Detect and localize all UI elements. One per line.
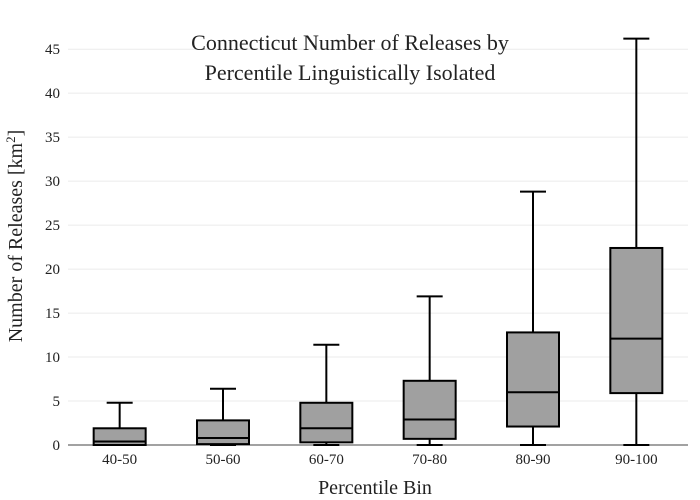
box-50-60 (196, 387, 250, 446)
gridlines (68, 48, 688, 402)
box-70-80 (402, 295, 457, 446)
y-axis-title-suffix: ] (5, 130, 27, 137)
x-tick-label: 70-80 (412, 452, 447, 468)
y-tick-label: 35 (45, 130, 60, 146)
y-tick-label: 25 (45, 218, 60, 234)
y-axis-title-superscript: 2 (3, 136, 18, 143)
y-axis-title: Number of Releases [km2] (3, 130, 27, 343)
chart-title-line-1: Connecticut Number of Releases by (191, 30, 509, 55)
box-iqr (609, 246, 664, 395)
box-iqr (92, 427, 147, 447)
y-tick-label: 15 (45, 306, 60, 322)
box-80-90 (506, 190, 560, 446)
x-tick-label: 40-50 (102, 452, 137, 468)
x-axis-title: Percentile Bin (318, 477, 432, 499)
y-tick-label: 40 (45, 86, 60, 102)
y-tick-label: 10 (45, 350, 60, 366)
x-tick-label: 60-70 (309, 452, 344, 468)
x-tick-label: 50-60 (206, 452, 241, 468)
y-tick-label: 0 (53, 438, 61, 454)
y-tick-label: 5 (53, 394, 61, 410)
box-60-70 (299, 343, 354, 446)
axes: 0 5 10 15 20 25 30 35 40 45 40-50 50-60 60-70 70-80 80… (45, 42, 688, 468)
y-tick-label: 30 (45, 174, 60, 190)
y-tick-label: 45 (45, 42, 60, 58)
x-tick-label: 80-90 (516, 452, 551, 468)
x-tick-label: 90-100 (615, 452, 658, 468)
box-iqr (299, 401, 354, 444)
chart-title-line-2: Percentile Linguistically Isolated (205, 60, 496, 85)
box-40-50 (92, 401, 147, 447)
box-90-100 (609, 37, 664, 446)
y-axis-title-main: Number of Releases [km (5, 142, 27, 342)
box-iqr (196, 419, 250, 446)
box-iqr (402, 379, 457, 440)
y-tick-label: 20 (45, 262, 60, 278)
box-iqr (506, 331, 560, 428)
box-series (92, 37, 664, 447)
